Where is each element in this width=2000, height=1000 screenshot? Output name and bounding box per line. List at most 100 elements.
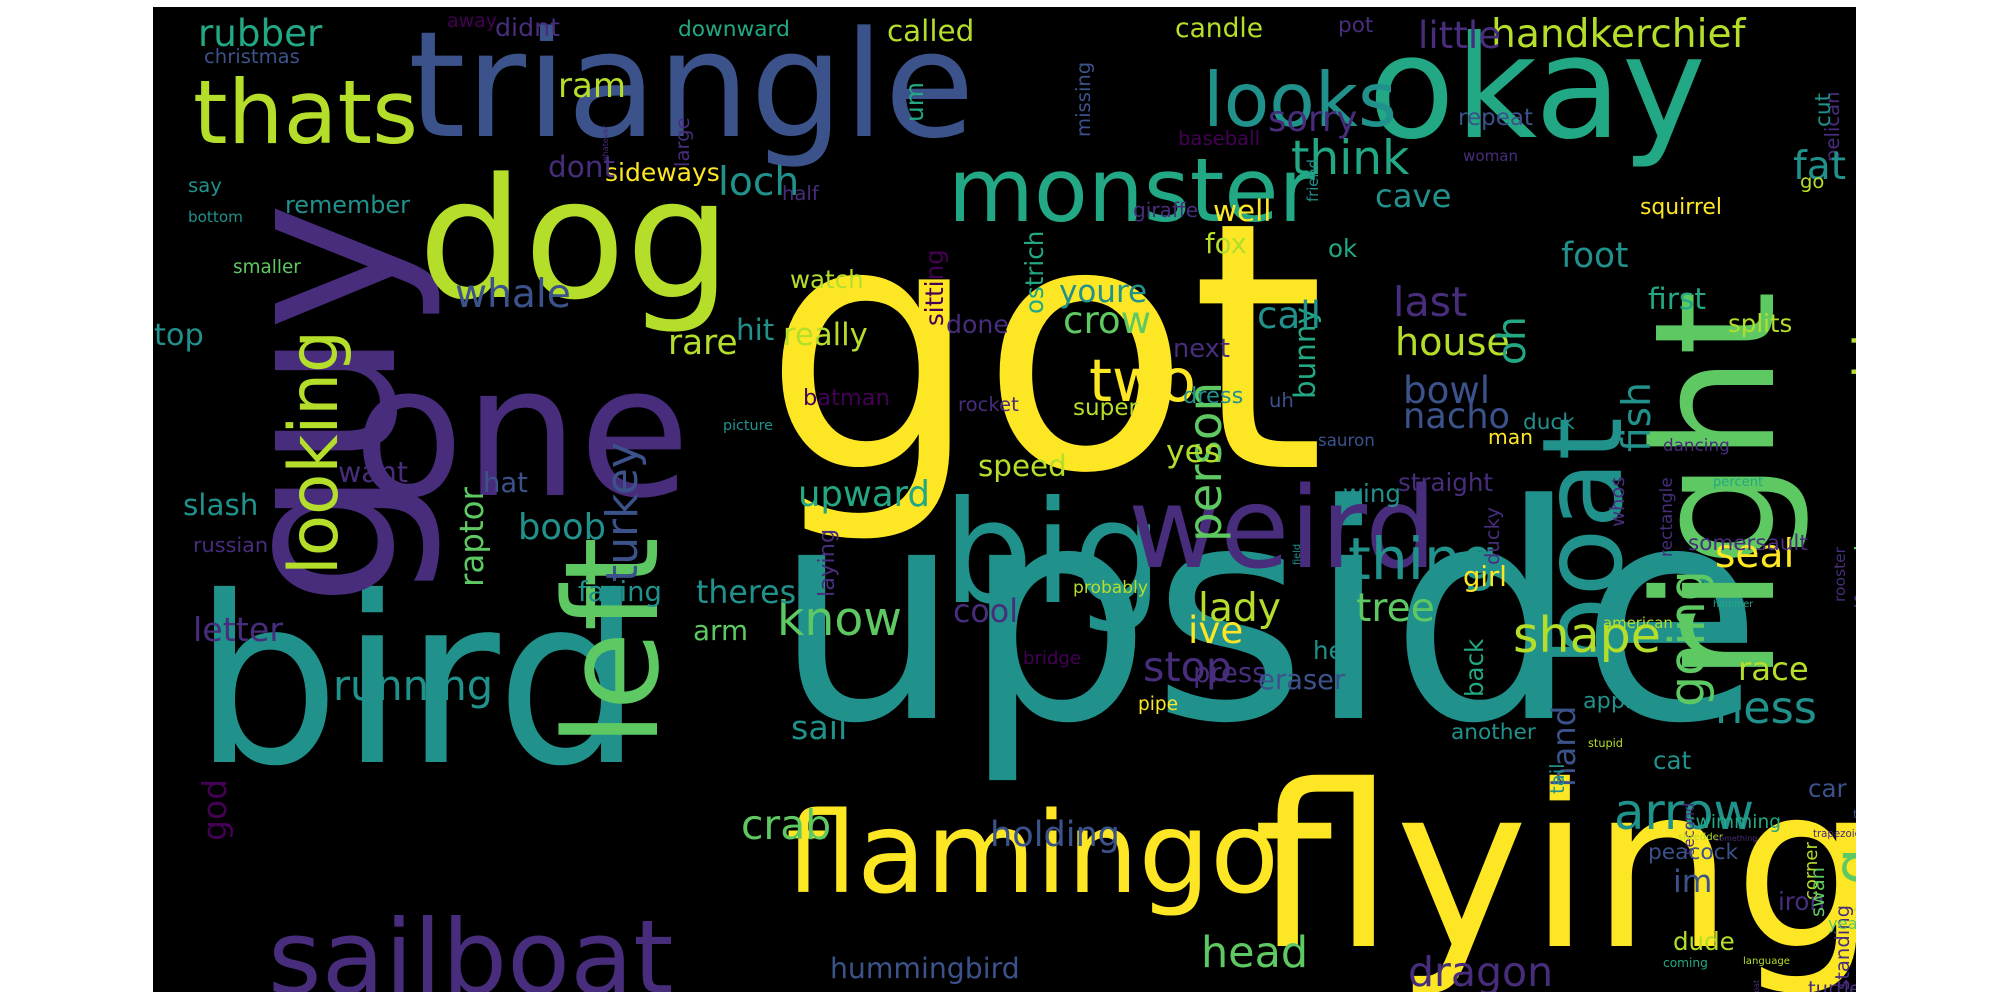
word-one: one (353, 327, 691, 538)
word-hes: hes (1313, 636, 1357, 665)
word-uh: uh (1269, 389, 1294, 412)
word-stop: stop (1143, 643, 1232, 691)
word-nacho: nacho (1403, 396, 1511, 437)
word-giraffe: giraffe (1133, 198, 1199, 222)
word-probably: probably (1073, 578, 1149, 598)
word-ram: ram (558, 66, 626, 106)
word-rare: rare (668, 323, 738, 363)
word-trapezoid: trapezoid (1813, 829, 1856, 840)
word-theres: theres (696, 575, 797, 611)
word-pizza: pizza (1850, 503, 1856, 567)
word-whatever: whatever (600, 125, 610, 163)
word-half: half (782, 182, 819, 205)
word-press: press (1193, 658, 1267, 689)
word-looking: looking (274, 330, 353, 575)
word-super: super (1073, 395, 1139, 421)
word-field: field (1292, 543, 1303, 565)
word-looks: looks (1203, 57, 1397, 144)
word-duck: duck (1523, 410, 1575, 435)
word-race: race (1738, 650, 1809, 688)
word-ive: ive (1188, 608, 1244, 652)
word-ok: ok (1328, 234, 1358, 263)
word-well: well (1213, 194, 1272, 228)
word-boob: boob (518, 507, 607, 548)
word-last: last (1393, 278, 1468, 326)
word-two: two (1089, 347, 1196, 415)
word-oh: oh (1490, 316, 1535, 365)
word-raptor: raptor (453, 487, 491, 587)
word-tail: tail (1546, 763, 1569, 794)
word-sauron: sauron (1318, 430, 1375, 450)
word-bird: bird (193, 547, 643, 817)
word-fox: fox (1205, 228, 1247, 260)
word-speedboat: speedboat (1752, 980, 1761, 992)
word-woman: woman (1463, 147, 1519, 165)
word-triangle: triangle (408, 7, 975, 171)
word-cave: cave (1375, 177, 1452, 215)
word-apple: apple (1583, 688, 1645, 714)
word-god: god (195, 778, 234, 841)
word-back: back (1460, 638, 1489, 697)
word-going: going (1659, 570, 1716, 707)
word-american: american (1603, 614, 1673, 632)
word-dancing: dancing (1663, 435, 1730, 455)
word-pipe: pipe (1138, 694, 1179, 715)
word-dont: dont (548, 150, 616, 184)
word-whale: whale (455, 272, 571, 317)
word-smaller: smaller (233, 257, 301, 278)
word-slash: slash (183, 488, 259, 522)
word-cloud: got upside bird triangle guy okay flying one dog… (153, 7, 1856, 992)
word-crow: crow (1063, 298, 1152, 342)
word-bottom: bottom (188, 208, 243, 226)
word-upside: upside (773, 442, 1763, 789)
word-thing: thing (1348, 525, 1498, 593)
word-upward: upward (798, 474, 930, 515)
word-arrow: arrow (1614, 783, 1755, 841)
word-large: large (671, 117, 694, 167)
word-youre: youre (1059, 274, 1148, 310)
word-monster: monster (948, 139, 1315, 242)
word-dress: dress (1183, 383, 1244, 409)
word-iron: iron (1778, 887, 1825, 916)
word-head: head (1201, 928, 1309, 978)
word-peacock: peacock (1648, 840, 1739, 865)
word-ducky: ducky (1481, 507, 1504, 565)
word-candle: candle (1175, 13, 1264, 44)
word-stuff: stuff (1853, 589, 1856, 612)
word-sorry: sorry (1268, 99, 1358, 140)
word-language: language (1743, 956, 1790, 967)
word-dragon: dragon (1408, 948, 1554, 993)
word-little: little (1418, 13, 1502, 57)
word-swan: swan (1806, 867, 1829, 917)
word-didnt: didnt (495, 13, 561, 42)
word-percent: percent (1713, 475, 1764, 490)
word-laying: laying (814, 528, 840, 597)
word-stupid: stupid (1588, 737, 1623, 750)
word-sail: sail (791, 708, 848, 747)
word-somersault: somersault (1688, 531, 1808, 556)
word-speed: speed (978, 449, 1067, 483)
word-arm: arm (693, 614, 749, 647)
word-turkey: turkey (597, 442, 648, 582)
word-seal: seal (1715, 532, 1795, 577)
word-remember: remember (285, 191, 410, 219)
word-yes: yes (1166, 434, 1221, 470)
word-straight: straight (1398, 468, 1493, 497)
word-downward: downward (678, 17, 790, 42)
word-okay: okay (1368, 7, 1706, 171)
word-swimming: swimming (1686, 812, 1782, 833)
word-really: really (783, 318, 868, 353)
word-man: man (1488, 425, 1534, 449)
word-rooster: rooster (1831, 546, 1849, 602)
word-called: called (887, 14, 975, 48)
word-hit: hit (736, 313, 775, 347)
word-house: house (1395, 320, 1510, 364)
word-foot: foot (1561, 236, 1629, 276)
word-go: go (1800, 170, 1825, 193)
word-know: know (777, 592, 902, 647)
word-rocket: rocket (958, 393, 1019, 416)
word-car: car (1808, 774, 1847, 803)
word-repeat: repeat (1458, 105, 1533, 131)
word-girl: girl (1463, 562, 1507, 593)
word-tree: tree (1356, 586, 1435, 631)
